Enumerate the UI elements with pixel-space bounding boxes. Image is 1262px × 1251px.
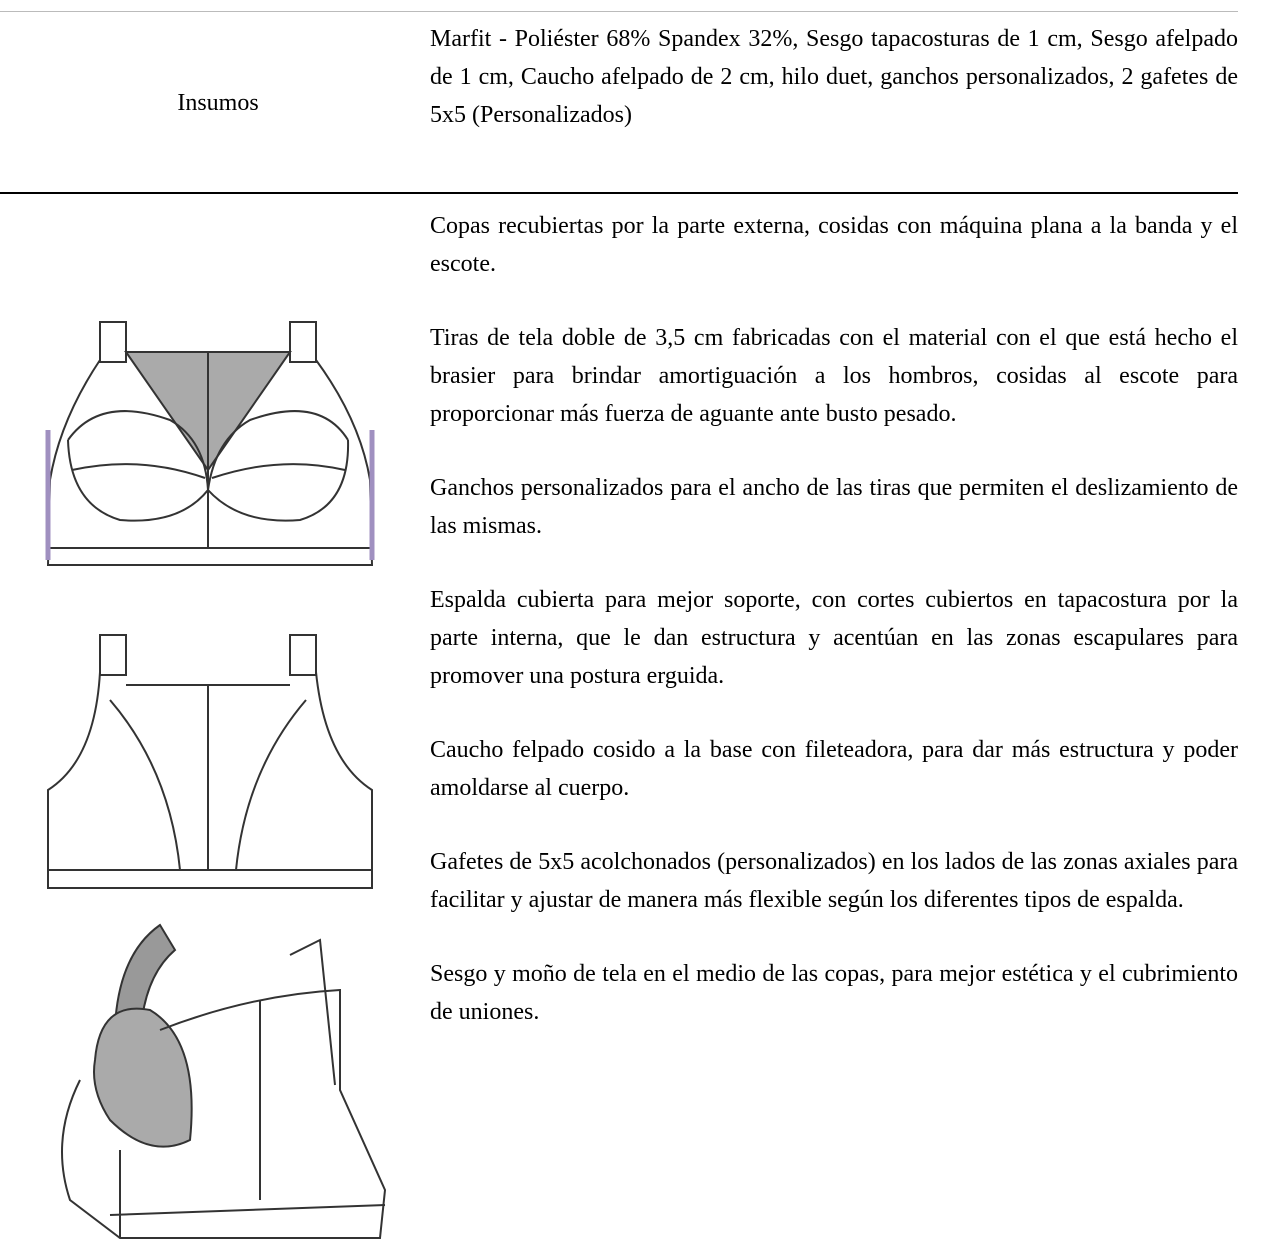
row-label: Insumos [177, 90, 259, 116]
row-text: Marfit - Poliéster 68% Spandex 32%, Sesg… [430, 26, 1238, 128]
front-view [45, 321, 375, 566]
row-rule [0, 192, 1238, 194]
paragraph: Gafetes de 5x5 acolchonados (personaliza… [430, 849, 1238, 913]
details: Copas recubiertas por la parte externa, … [430, 207, 1238, 1067]
side-view [61, 923, 387, 1239]
paragraph: Caucho felpado cosido a la base con file… [430, 737, 1238, 801]
paragraph: Espalda cubierta para mejor soporte, con… [430, 587, 1238, 689]
paragraph: Sesgo y moño de tela en el medio de las … [430, 961, 1238, 1025]
paragraph: Ganchos personalizados para el ancho de … [430, 475, 1238, 539]
garment-sketches [45, 321, 387, 1239]
back-view [47, 634, 373, 889]
paragraph: Copas recubiertas por la parte externa, … [430, 213, 1238, 277]
top-rule [0, 11, 1238, 12]
paragraph: Tiras de tela doble de 3,5 cm fabricadas… [430, 325, 1238, 427]
